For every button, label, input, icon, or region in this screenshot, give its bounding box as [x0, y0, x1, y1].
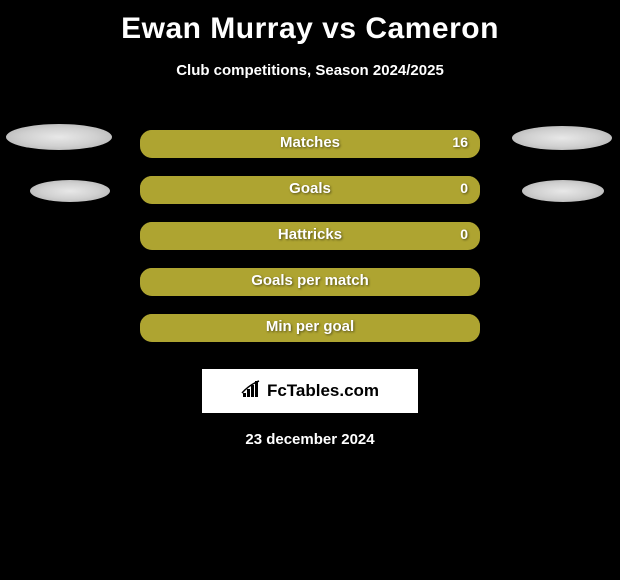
- stat-bar-hattricks: Hattricks 0: [140, 222, 480, 246]
- stat-value-goals: 0: [460, 180, 468, 196]
- stat-label-gpm: Goals per match: [251, 272, 369, 289]
- season-subtitle: Club competitions, Season 2024/2025: [0, 62, 620, 79]
- stat-bar-mpg: Min per goal: [140, 314, 480, 338]
- stat-label-hattricks: Hattricks: [278, 226, 342, 243]
- comparison-title: Ewan Murray vs Cameron: [0, 0, 620, 46]
- stats-comparison-area: Matches 16 Goals 0 Hattricks 0 Goals per…: [0, 119, 620, 349]
- stat-row-gpm: Goals per match: [0, 257, 620, 303]
- stat-row-hattricks: Hattricks 0: [0, 211, 620, 257]
- branding-text: FcTables.com: [267, 381, 379, 401]
- stat-value-hattricks: 0: [460, 226, 468, 242]
- snapshot-date: 23 december 2024: [0, 431, 620, 448]
- stat-row-goals: Goals 0: [0, 165, 620, 211]
- stat-value-matches: 16: [452, 134, 468, 150]
- chart-icon: [241, 379, 263, 404]
- branding-box[interactable]: FcTables.com: [202, 369, 418, 413]
- stat-bar-gpm: Goals per match: [140, 268, 480, 292]
- stat-label-goals: Goals: [289, 180, 331, 197]
- stat-row-matches: Matches 16: [0, 119, 620, 165]
- stat-label-mpg: Min per goal: [266, 318, 354, 335]
- stat-bar-goals: Goals 0: [140, 176, 480, 200]
- stat-label-matches: Matches: [280, 134, 340, 151]
- stat-row-mpg: Min per goal: [0, 303, 620, 349]
- stat-bar-matches: Matches 16: [140, 130, 480, 154]
